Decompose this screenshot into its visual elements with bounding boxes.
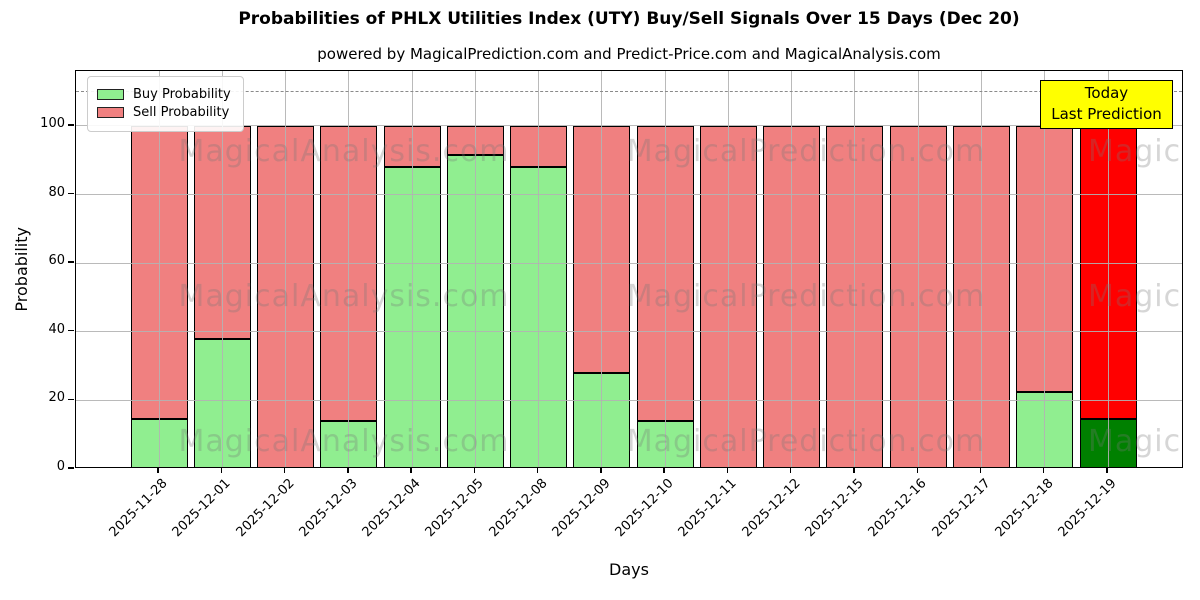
x-gridline — [664, 71, 666, 467]
x-gridline — [158, 71, 160, 467]
y-tick-label: 20 — [48, 390, 65, 406]
today-annotation-line1: Today — [1084, 84, 1129, 102]
y-gridline — [76, 399, 1182, 401]
x-gridline — [727, 71, 729, 467]
today-annotation-line2: Last Prediction — [1051, 105, 1162, 123]
x-tick-mark — [663, 468, 665, 473]
y-tick-label: 0 — [56, 459, 65, 474]
watermark-text: MagicalPrediction.com — [626, 424, 986, 459]
watermark-text: MagicalAnalysis.com — [178, 279, 510, 314]
x-gridline — [474, 71, 476, 467]
sell-probability-swatch — [97, 107, 124, 118]
legend-item-buy: Buy Probability — [97, 87, 231, 102]
y-tick-label: 80 — [48, 184, 65, 200]
y-tick-mark — [68, 124, 74, 126]
x-tick-mark — [157, 468, 159, 473]
x-tick-mark — [347, 468, 349, 473]
chart-subtitle: powered by MagicalPrediction.com and Pre… — [317, 45, 941, 63]
x-gridline — [1044, 71, 1046, 467]
watermark-text: MagicalPrediction.com — [626, 279, 986, 314]
x-gridline — [221, 71, 223, 467]
y-axis-label: Probability — [11, 226, 31, 312]
y-tick-label: 40 — [48, 321, 65, 337]
x-gridline — [411, 71, 413, 467]
x-tick-mark — [1106, 468, 1108, 473]
x-gridline — [601, 71, 603, 467]
x-gridline — [791, 71, 793, 467]
y-tick-mark — [68, 398, 74, 401]
x-axis-label: Days — [609, 560, 649, 579]
x-tick-mark — [536, 468, 539, 473]
x-gridline — [348, 71, 350, 467]
y-gridline — [76, 331, 1182, 333]
x-tick-mark — [600, 468, 602, 473]
buy-probability-swatch — [97, 89, 124, 100]
y-tick-mark — [68, 330, 74, 332]
x-tick-mark — [1043, 468, 1045, 473]
x-tick-mark — [410, 468, 412, 473]
legend-item-sell: Sell Probability — [97, 105, 231, 120]
watermark-text: MagicalAnalysis.com — [178, 134, 510, 169]
watermark-text: MagicalAnalysis.com — [1088, 279, 1182, 314]
y-tick-label: 100 — [40, 115, 65, 131]
x-gridline — [538, 71, 540, 467]
watermark-text: MagicalAnalysis.com — [1088, 134, 1182, 169]
chart-title: Probabilities of PHLX Utilities Index (U… — [238, 9, 1020, 29]
y-tick-mark — [68, 467, 74, 469]
plot-area: MagicalAnalysis.com MagicalPrediction.com… — [75, 70, 1183, 468]
x-gridline — [917, 71, 919, 467]
legend-label-sell: Sell Probability — [133, 105, 230, 120]
x-tick-mark — [790, 468, 792, 473]
x-tick-mark — [283, 468, 286, 473]
watermark-text: MagicalPrediction.com — [626, 134, 986, 169]
y-gridline — [76, 125, 1182, 127]
x-tick-mark — [220, 468, 222, 473]
watermark-text: MagicalAnalysis.com — [178, 424, 510, 459]
y-tick-label: 60 — [48, 253, 65, 269]
x-tick-mark — [473, 468, 476, 473]
dashed-threshold-line — [76, 90, 1182, 92]
y-gridline — [76, 194, 1182, 196]
y-tick-mark — [68, 192, 74, 195]
x-tick-mark — [726, 468, 729, 473]
y-gridline — [76, 262, 1182, 264]
x-gridline — [285, 71, 287, 467]
watermark-text: MagicalAnalysis.com — [1088, 424, 1182, 459]
x-gridline — [854, 71, 856, 467]
y-tick-mark — [68, 261, 74, 263]
today-annotation: Today Last Prediction — [1040, 80, 1173, 129]
x-gridline — [1107, 71, 1109, 467]
x-tick-mark — [916, 468, 918, 473]
legend: Buy Probability Sell Probability — [87, 76, 244, 132]
x-tick-mark — [853, 468, 855, 473]
legend-label-buy: Buy Probability — [133, 87, 231, 102]
x-gridline — [981, 71, 982, 467]
x-tick-mark — [979, 468, 982, 473]
